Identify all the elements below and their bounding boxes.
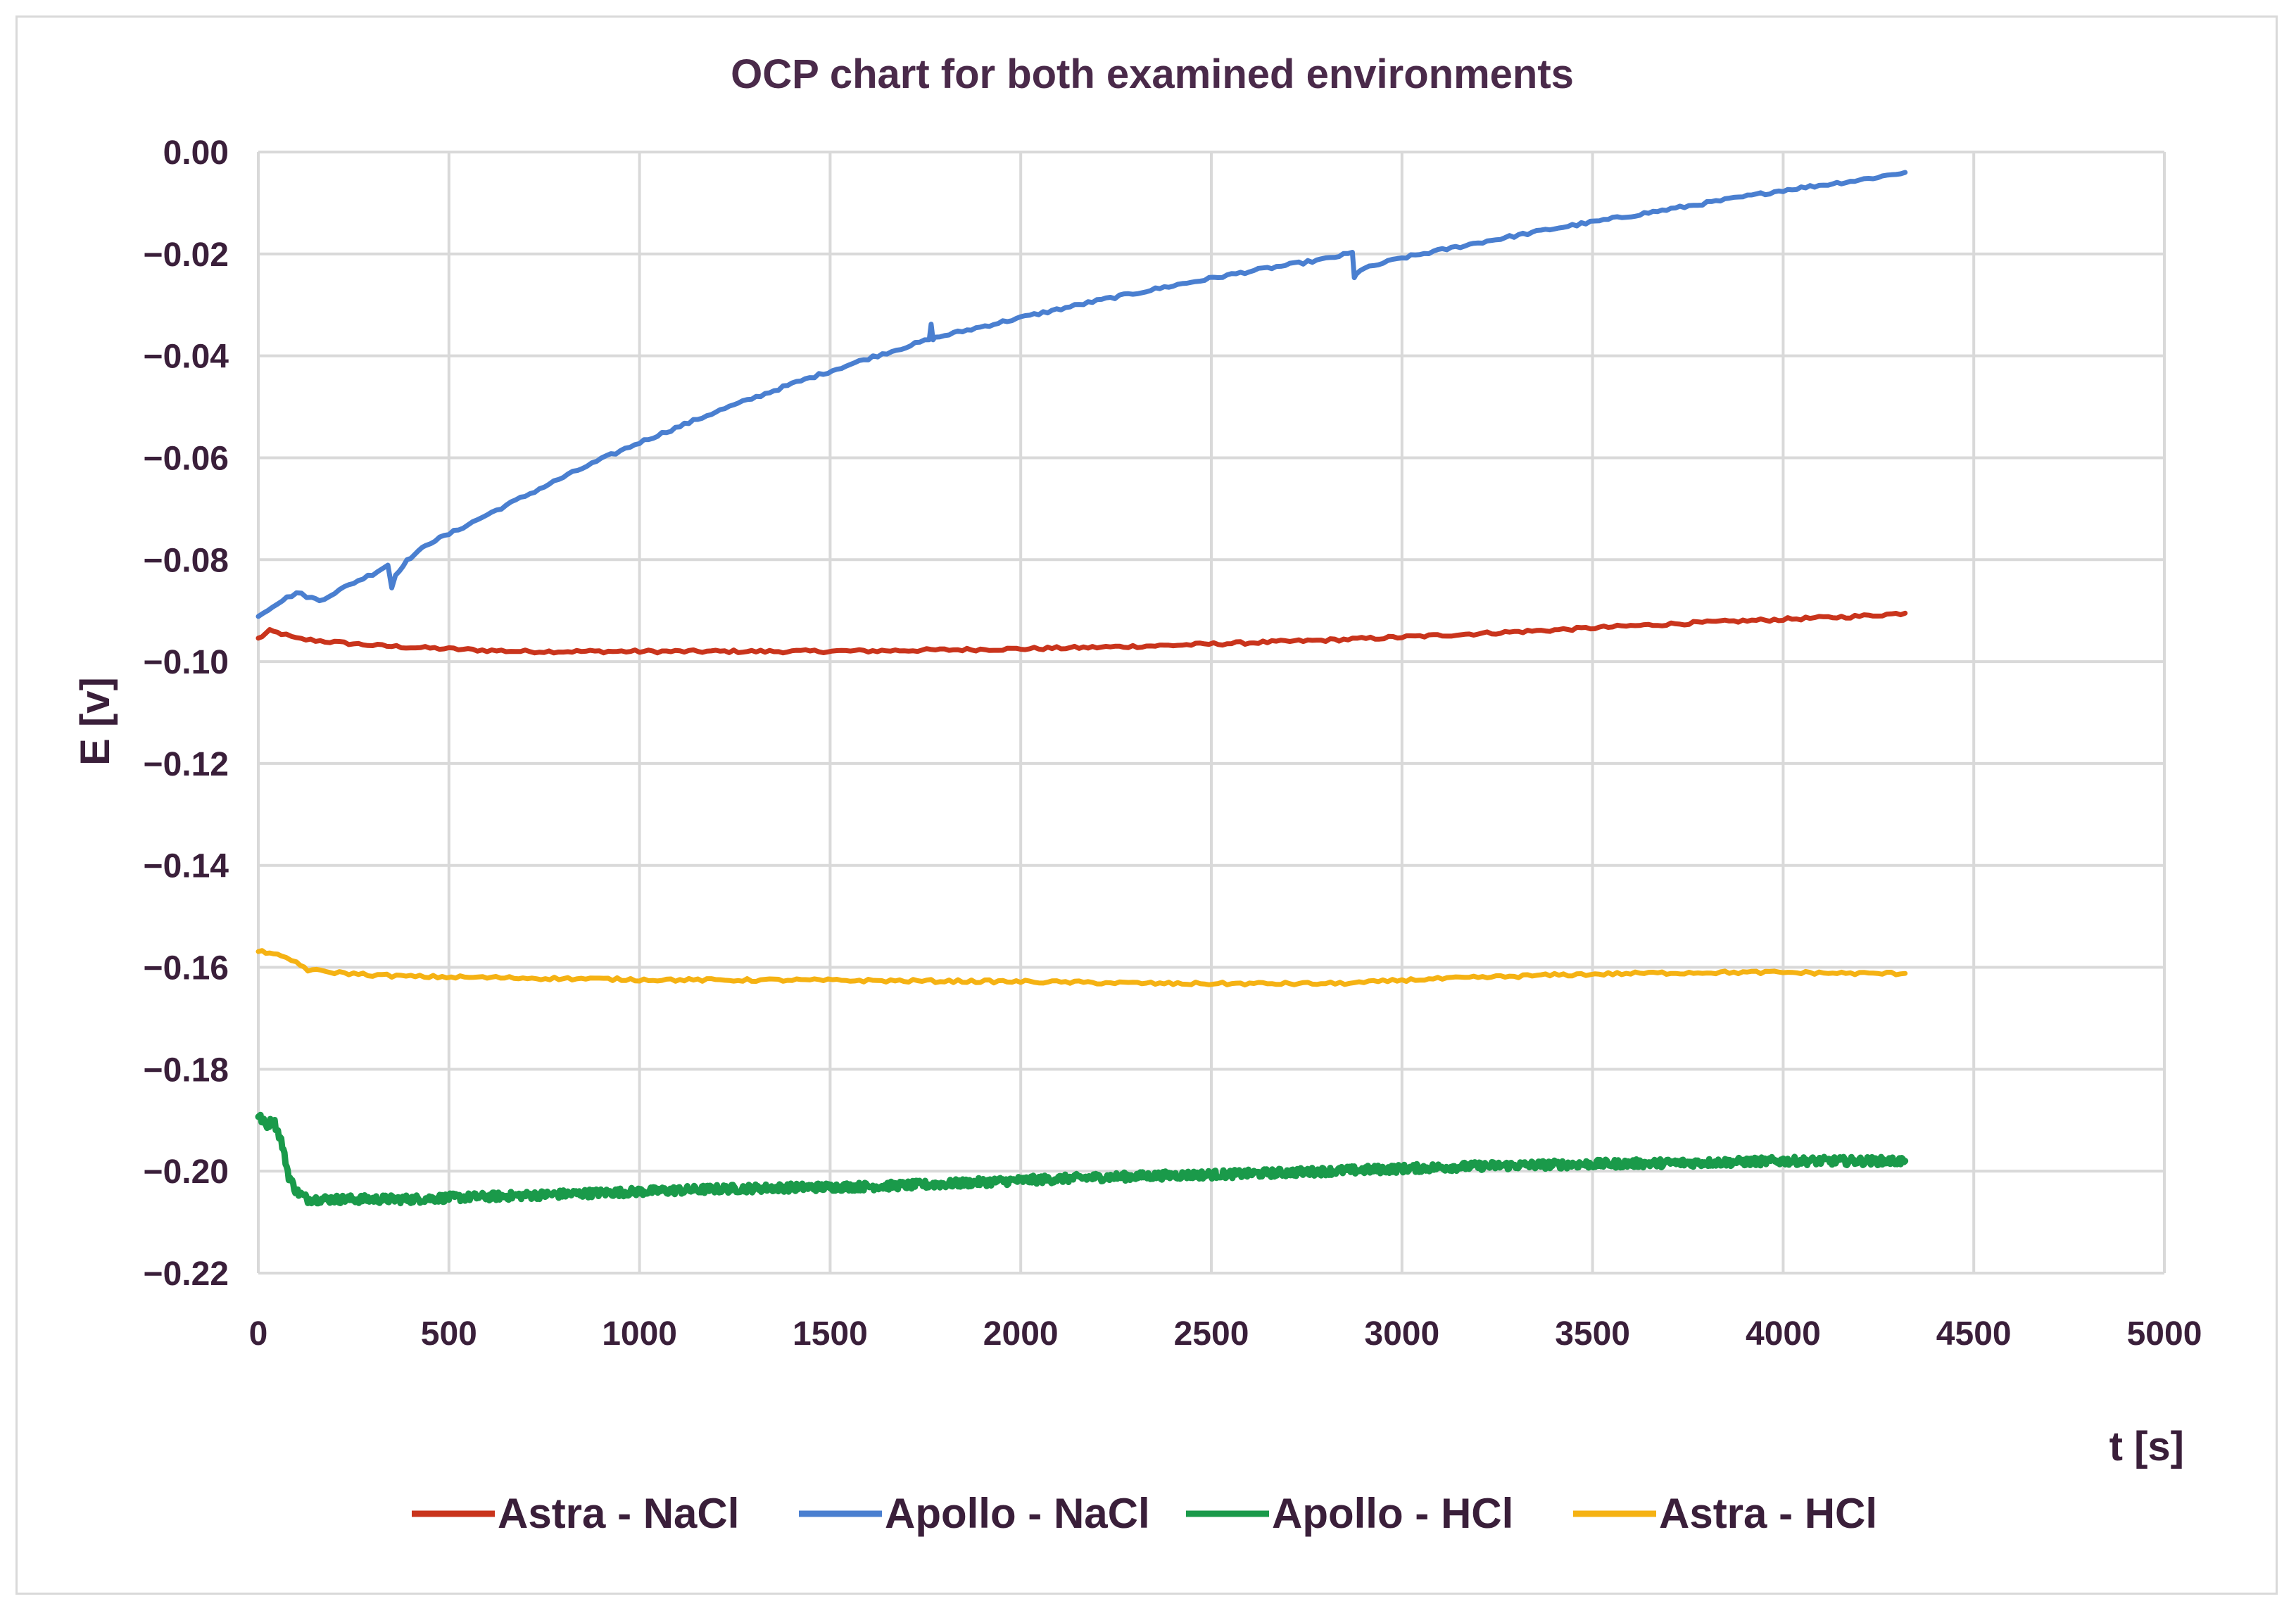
y-tick-label-2: −0.04 <box>144 339 229 376</box>
x-tick-label-3: 1500 <box>793 1315 868 1353</box>
y-tick-label-11: −0.22 <box>144 1255 229 1293</box>
series-layer <box>255 170 1909 1207</box>
y-tick-labels: 0.00 −0.02 −0.04 −0.06 −0.08 −0.10 −0.12 −0.14 −… <box>144 134 229 1293</box>
legend-label-astra-nacl: Astra - NaCl <box>498 1490 739 1537</box>
y-tick-label-10: −0.20 <box>144 1153 229 1191</box>
chart-svg: OCP chart for both examined environments… <box>72 51 2202 1537</box>
x-tick-label-0: 0 <box>249 1315 268 1353</box>
y-tick-label-3: −0.06 <box>144 440 229 477</box>
y-tick-label-5: −0.10 <box>144 644 229 681</box>
y-axis-label: E [v] <box>72 677 118 766</box>
y-tick-label-6: −0.12 <box>144 746 229 783</box>
x-tick-label-7: 3500 <box>1555 1315 1630 1353</box>
series-line-apollo-nacl <box>256 170 1908 619</box>
chart-title: OCP chart for both examined environments <box>731 51 1574 97</box>
legend: Astra - NaCl Apollo - NaCl Apollo - HCl Ast… <box>412 1490 1877 1537</box>
grid-layer <box>257 151 2166 1274</box>
legend-label-astra-hcl: Astra - HCl <box>1659 1490 1877 1537</box>
x-tick-label-5: 2500 <box>1174 1315 1249 1353</box>
series-line-apollo-hcl <box>255 1111 1909 1207</box>
y-tick-label-7: −0.14 <box>144 848 229 885</box>
legend-label-apollo-nacl: Apollo - NaCl <box>885 1490 1150 1537</box>
x-tick-label-9: 4500 <box>1936 1315 2012 1353</box>
x-tick-label-1: 500 <box>421 1315 477 1353</box>
x-tick-label-4: 2000 <box>983 1315 1059 1353</box>
series-line-astra-hcl <box>256 948 1908 988</box>
y-tick-label-0: 0.00 <box>163 134 229 172</box>
y-tick-label-8: −0.16 <box>144 950 229 987</box>
x-tick-label-2: 1000 <box>602 1315 677 1353</box>
series-line-astra-nacl <box>256 610 1908 656</box>
y-tick-label-9: −0.18 <box>144 1051 229 1089</box>
x-axis-label: t [s] <box>2109 1424 2184 1469</box>
chart-frame: OCP chart for both examined environments… <box>15 15 2278 1595</box>
x-tick-label-8: 4000 <box>1746 1315 1821 1353</box>
x-tick-label-6: 3000 <box>1364 1315 1439 1353</box>
x-tick-labels: 0 500 1000 1500 2000 2500 3000 3500 4000 4500 5000 <box>249 1315 2202 1353</box>
y-tick-label-1: −0.02 <box>144 236 229 274</box>
x-tick-label-10: 5000 <box>2127 1315 2202 1353</box>
y-tick-label-4: −0.08 <box>144 542 229 579</box>
legend-label-apollo-hcl: Apollo - HCl <box>1272 1490 1513 1537</box>
